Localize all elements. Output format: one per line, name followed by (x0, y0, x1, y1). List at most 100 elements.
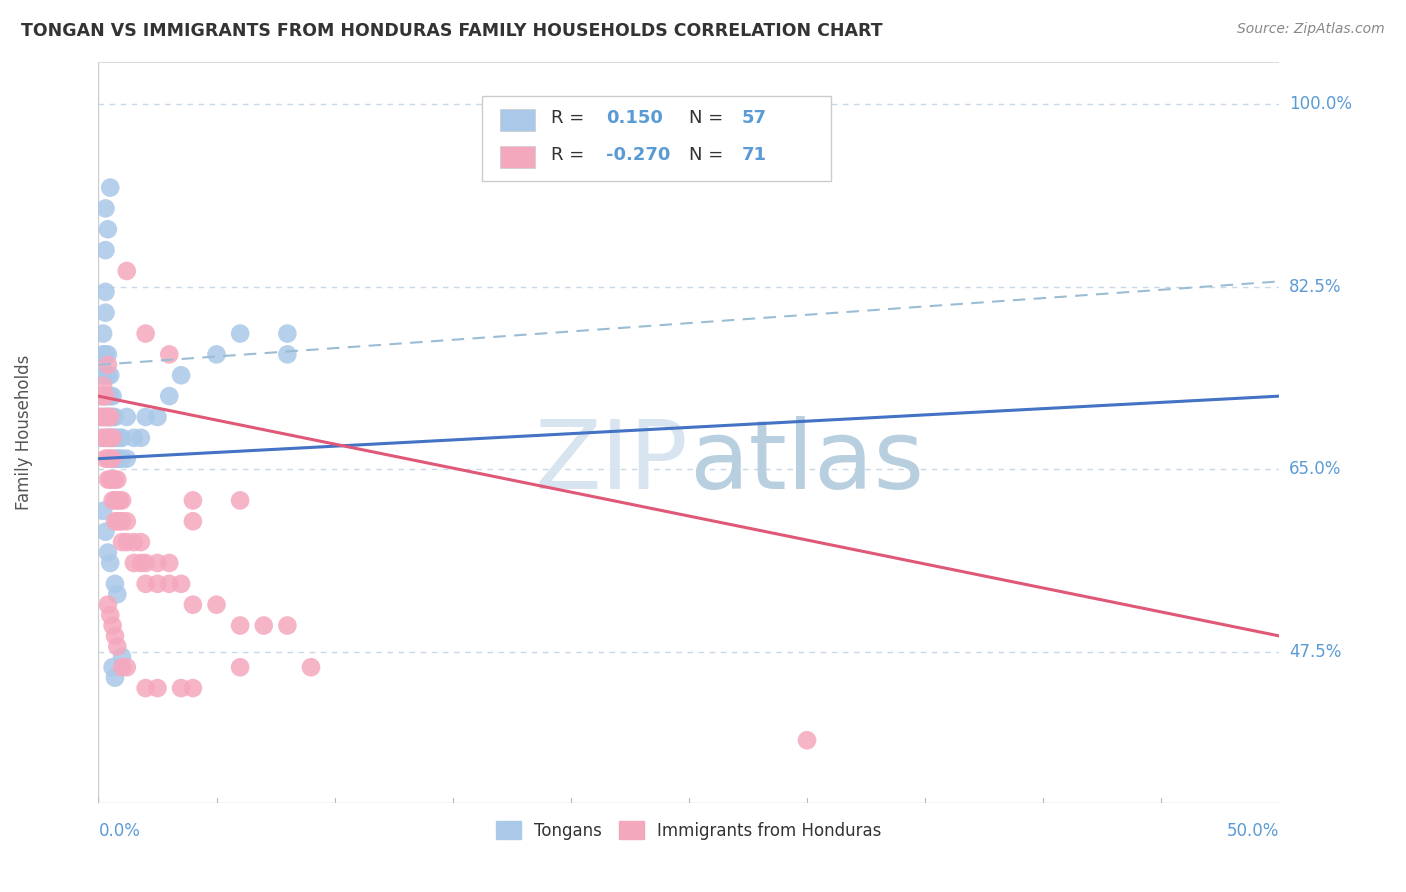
Point (94, 409, 117, 424)
Point (94, 451, 117, 466)
Point (299, 660, 322, 674)
Point (115, 535, 138, 549)
Point (146, 409, 169, 424)
Point (146, 681, 169, 695)
Point (135, 577, 157, 591)
Point (94, 431, 117, 445)
Text: Family Households: Family Households (15, 355, 34, 510)
Point (796, 733, 818, 747)
Point (94, 285, 117, 299)
Point (229, 326, 252, 341)
Point (205, 598, 228, 612)
Point (181, 598, 204, 612)
Point (98, 431, 121, 445)
Text: 65.0%: 65.0% (1289, 460, 1341, 478)
Point (108, 514, 131, 528)
Text: 57: 57 (742, 109, 768, 127)
Text: 50.0%: 50.0% (1227, 822, 1279, 839)
Point (94, 306, 117, 320)
Point (181, 493, 204, 508)
Point (205, 347, 228, 361)
Point (105, 514, 128, 528)
Point (101, 451, 124, 466)
Point (97, 598, 120, 612)
Point (157, 347, 180, 361)
Point (94, 389, 117, 403)
Point (229, 618, 252, 632)
Point (94, 202, 117, 216)
Point (97, 451, 120, 466)
Point (97, 431, 120, 445)
Text: 82.5%: 82.5% (1289, 277, 1341, 295)
Point (115, 409, 138, 424)
Point (115, 264, 138, 278)
Point (101, 493, 124, 508)
Point (97, 347, 120, 361)
Point (157, 577, 180, 591)
Point (253, 618, 276, 632)
Point (276, 326, 298, 341)
Point (135, 556, 157, 570)
Point (98, 389, 121, 403)
Point (122, 535, 145, 549)
Point (97, 409, 120, 424)
Point (146, 556, 169, 570)
Point (229, 660, 252, 674)
Point (97, 409, 120, 424)
Point (105, 493, 128, 508)
Point (101, 431, 124, 445)
Text: TONGAN VS IMMIGRANTS FROM HONDURAS FAMILY HOUSEHOLDS CORRELATION CHART: TONGAN VS IMMIGRANTS FROM HONDURAS FAMIL… (21, 22, 883, 40)
Point (108, 451, 131, 466)
Point (91, 409, 114, 424)
Point (94, 524, 117, 539)
Point (129, 556, 152, 570)
Point (91, 431, 114, 445)
Point (105, 451, 128, 466)
Text: ZIP: ZIP (536, 416, 689, 508)
Point (111, 649, 134, 664)
Point (170, 681, 193, 695)
Point (94, 409, 117, 424)
Point (90, 409, 112, 424)
Point (181, 514, 204, 528)
Text: 0.150: 0.150 (606, 109, 664, 127)
Point (94, 389, 117, 403)
Point (98, 180, 121, 194)
Point (94, 368, 117, 383)
Point (157, 556, 180, 570)
Point (98, 409, 121, 424)
Text: atlas: atlas (689, 416, 924, 508)
Text: 47.5%: 47.5% (1289, 642, 1341, 661)
Point (91, 389, 114, 403)
Point (98, 473, 121, 487)
Point (135, 409, 157, 424)
Legend: Tongans, Immigrants from Honduras: Tongans, Immigrants from Honduras (489, 814, 889, 847)
Point (94, 347, 117, 361)
Point (91, 326, 114, 341)
Point (97, 368, 120, 383)
Text: R =: R = (551, 109, 589, 127)
Point (104, 577, 127, 591)
Point (101, 660, 124, 674)
Point (115, 660, 138, 674)
Point (146, 577, 169, 591)
Point (91, 504, 114, 518)
Point (170, 577, 193, 591)
Text: -0.270: -0.270 (606, 146, 671, 164)
Point (170, 368, 193, 383)
Point (115, 514, 138, 528)
Point (105, 640, 128, 654)
Point (135, 326, 157, 341)
FancyBboxPatch shape (501, 109, 536, 131)
Point (101, 389, 124, 403)
Point (91, 378, 114, 392)
Point (105, 587, 128, 601)
Point (111, 493, 134, 508)
Point (111, 535, 134, 549)
Point (90, 389, 112, 403)
Point (104, 451, 127, 466)
Point (101, 409, 124, 424)
Point (91, 368, 114, 383)
Point (98, 451, 121, 466)
Point (104, 473, 127, 487)
